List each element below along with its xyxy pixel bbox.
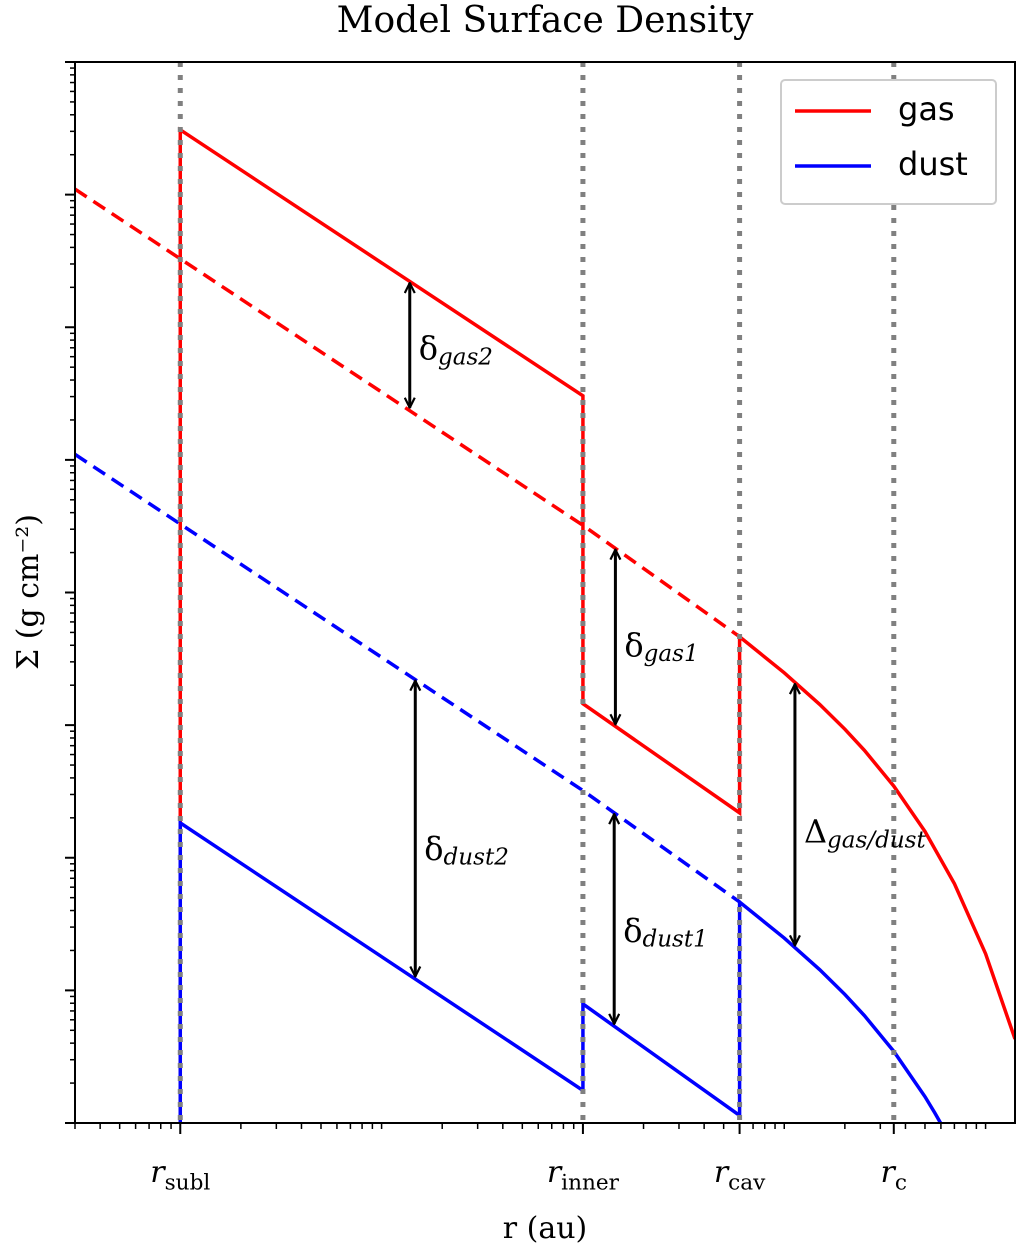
x-tick-label: rsubl — [150, 1155, 210, 1196]
dashed-line — [75, 187, 741, 639]
annotation-label: δdust2 — [424, 829, 509, 871]
y-axis-label: Σ (g cm⁻²) — [11, 514, 46, 670]
plot-area — [75, 62, 1015, 1123]
overlay: δgas2 δgas1 δdust2 δdust1 Δgas/dust gas dust — [65, 61, 1016, 1134]
legend-label: gas — [898, 90, 955, 128]
annotation-label: δgas2 — [419, 329, 493, 371]
legend-box — [780, 79, 997, 205]
x-axis-label: r (au) — [503, 1211, 588, 1246]
axes-frame — [74, 61, 1016, 1124]
line — [178, 819, 943, 1123]
annotation-label: δgas1 — [624, 625, 698, 667]
line — [178, 126, 1015, 1123]
x-tick-label: rinner — [547, 1155, 620, 1196]
x-tick-label: rcav — [714, 1155, 766, 1196]
annotation-label: Δgas/dust — [804, 812, 927, 854]
chart-title: Model Surface Density — [337, 0, 754, 41]
annotation-label: δdust1 — [623, 911, 708, 953]
legend-label: dust — [898, 145, 968, 183]
x-tick-label: rc — [881, 1155, 907, 1196]
dashed-line — [75, 452, 741, 904]
